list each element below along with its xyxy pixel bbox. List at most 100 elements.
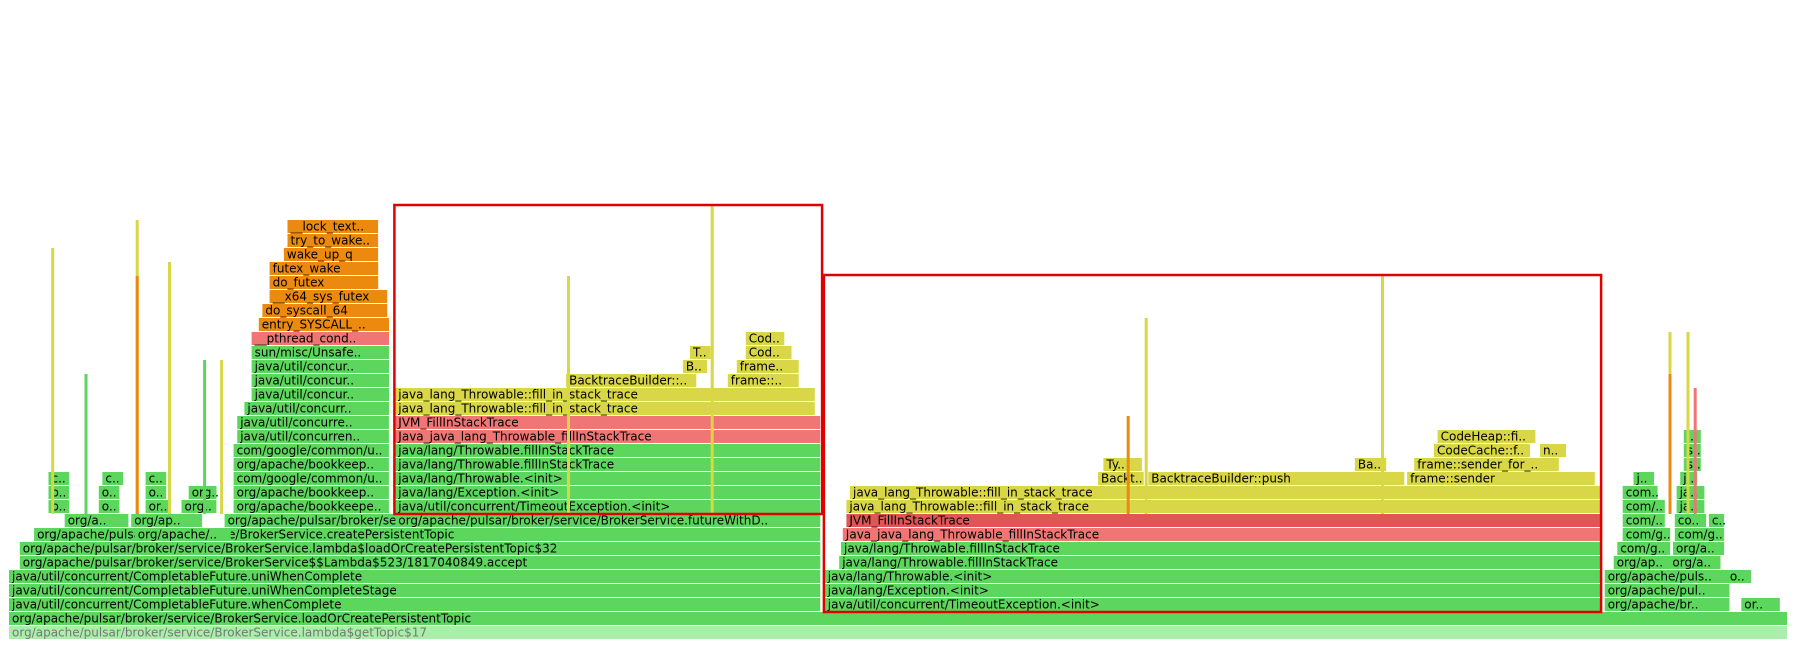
flame-frame-bar[interactable] [846, 514, 1601, 527]
flame-frame-bar[interactable] [1676, 500, 1705, 513]
flame-frame-bar[interactable] [1622, 500, 1665, 513]
flame-frame[interactable]: entry_SYSCALL_.. [258, 318, 389, 332]
flame-frame[interactable]: j.. [1683, 430, 1701, 444]
flame-frame[interactable]: do_syscall_64 [262, 304, 388, 318]
flame-frame-bar[interactable] [395, 472, 821, 485]
flame-frame-bar[interactable] [1741, 598, 1780, 611]
flame-frame[interactable]: T.. [690, 346, 711, 360]
flame-frame[interactable]: CodeHeap::fi.. [1437, 430, 1536, 444]
flame-frame-bar[interactable] [1407, 472, 1595, 485]
flame-frame-bar[interactable] [287, 234, 379, 247]
flame-frame[interactable]: org/apache/bookkeep.. [233, 458, 389, 472]
flame-frame[interactable]: __x64_sys_futex [269, 290, 388, 304]
flame-frame-bar[interactable] [395, 444, 821, 457]
flame-frame-bar[interactable] [842, 528, 1601, 541]
flame-frame-bar[interactable] [745, 346, 792, 359]
flame-frame-bar[interactable] [690, 346, 711, 359]
flame-frame[interactable]: JVM_FillInStackTrace [395, 416, 821, 430]
flame-frame-bar[interactable] [237, 430, 389, 443]
flame-frame-bar[interactable] [233, 486, 389, 499]
flame-frame[interactable]: com/g.. [1674, 528, 1725, 542]
flame-frame[interactable]: B.. [682, 360, 708, 374]
flame-frame[interactable]: org/apache/pulsar/broker/service/BrokerS… [9, 612, 1787, 626]
flame-frame-bar[interactable] [9, 612, 1787, 625]
flame-frame[interactable]: org/apache/puls.. [1604, 570, 1730, 584]
flame-frame-bar[interactable] [251, 332, 389, 345]
flame-frame-bar[interactable] [1437, 430, 1536, 443]
flame-frame-bar[interactable] [824, 584, 1601, 597]
flame-frame-bar[interactable] [269, 276, 379, 289]
flame-frame-bar[interactable] [98, 500, 120, 513]
flame-frame-bar[interactable] [1540, 444, 1566, 457]
flame-frame-bar[interactable] [1676, 486, 1705, 499]
flame-frame-bar[interactable] [1414, 458, 1559, 471]
flame-frame[interactable]: ja.. [1676, 486, 1705, 500]
flame-frame[interactable]: java/lang/Throwable.fillInStackTrace [395, 444, 821, 458]
flame-frame-bar[interactable] [1148, 472, 1405, 485]
flame-frame-bar[interactable] [262, 304, 388, 317]
flame-sliver[interactable] [567, 276, 570, 514]
flame-frame-bar[interactable] [1622, 486, 1658, 499]
flame-frame-bar[interactable] [244, 402, 389, 415]
flame-frame[interactable]: s.. [1683, 458, 1701, 472]
flame-frame[interactable]: java/lang/Throwable.<init> [824, 570, 1601, 584]
flame-frame-bar[interactable] [745, 332, 785, 345]
flame-frame[interactable]: org/apache/bookkeepe.. [233, 500, 389, 514]
flame-frame-bar[interactable] [251, 360, 389, 373]
flame-frame-bar[interactable] [134, 528, 231, 541]
flame-frame[interactable]: or.. [1741, 598, 1780, 612]
flame-sliver[interactable] [84, 374, 88, 514]
flame-frame[interactable]: org/ap.. [131, 514, 203, 528]
flame-frame[interactable]: java/lang/Exception.<init> [395, 486, 821, 500]
flame-frame-bar[interactable] [1103, 458, 1142, 471]
flame-frame[interactable]: org/apache/pulsar/broker/service/BrokerS… [9, 626, 1787, 640]
flame-frame-bar[interactable] [1683, 458, 1701, 471]
flame-frame[interactable]: java/lang/Exception.<init> [824, 584, 1601, 598]
flame-frame[interactable]: Cod.. [745, 346, 792, 360]
flame-frame[interactable]: Backt.. [1098, 472, 1144, 486]
flame-frame-bar[interactable] [395, 402, 815, 415]
flame-frame[interactable]: frame::.. [727, 374, 799, 388]
flame-frame-bar[interactable] [287, 220, 379, 233]
flame-frame[interactable]: or.. [145, 500, 170, 514]
flame-frame-bar[interactable] [251, 388, 389, 401]
flame-frame-bar[interactable] [1098, 472, 1144, 485]
flame-frame-bar[interactable] [846, 500, 1601, 513]
flame-frame[interactable]: BacktraceBuilder::.. [566, 374, 697, 388]
flame-frame[interactable]: CodeCache::f.. [1434, 444, 1530, 458]
flame-frame-bar[interactable] [1613, 556, 1685, 569]
flame-frame[interactable]: java/util/concurren.. [237, 430, 389, 444]
flame-frame[interactable]: java/util/concur.. [251, 360, 389, 374]
flame-frame[interactable]: o.. [98, 486, 120, 500]
flame-frame-bar[interactable] [9, 598, 821, 611]
flame-frame[interactable]: c.. [102, 472, 123, 486]
flame-frame-bar[interactable] [233, 500, 389, 513]
flame-frame-bar[interactable] [251, 374, 389, 387]
flame-frame-bar[interactable] [98, 486, 120, 499]
flame-frame-bar[interactable] [839, 556, 1601, 569]
flame-frame-bar[interactable] [1674, 514, 1707, 527]
flame-frame[interactable]: org/a.. [64, 514, 129, 528]
flame-frame-bar[interactable] [1683, 444, 1701, 457]
flame-frame-bar[interactable] [1673, 542, 1725, 555]
flame-frame-bar[interactable] [102, 472, 123, 485]
flame-frame-bar[interactable] [181, 500, 217, 513]
flame-frame-bar[interactable] [269, 262, 379, 275]
flame-frame[interactable]: com.. [1622, 486, 1659, 500]
flame-frame[interactable]: co.. [1674, 514, 1707, 528]
flame-frame[interactable]: s.. [1683, 444, 1701, 458]
flame-frame-bar[interactable] [395, 458, 821, 471]
flame-frame[interactable]: org/apache/.. [134, 528, 231, 542]
flame-frame[interactable]: o.. [98, 500, 120, 514]
flame-frame[interactable]: Cod.. [745, 332, 785, 346]
flame-frame-bar[interactable] [283, 248, 379, 261]
flame-frame-bar[interactable] [1434, 444, 1530, 457]
flame-frame[interactable]: java/util/concurr.. [244, 402, 389, 416]
flame-frame[interactable]: org/apache/pulsar/broker/service/BrokerS… [19, 556, 821, 570]
flame-frame-bar[interactable] [727, 374, 799, 387]
flame-frame[interactable]: org/apache/br.. [1604, 598, 1730, 612]
flame-frame-bar[interactable] [824, 598, 1601, 611]
flame-frame-bar[interactable] [736, 360, 799, 373]
flame-sliver[interactable] [203, 360, 207, 514]
flame-frame[interactable]: wake_up_q [283, 248, 379, 262]
